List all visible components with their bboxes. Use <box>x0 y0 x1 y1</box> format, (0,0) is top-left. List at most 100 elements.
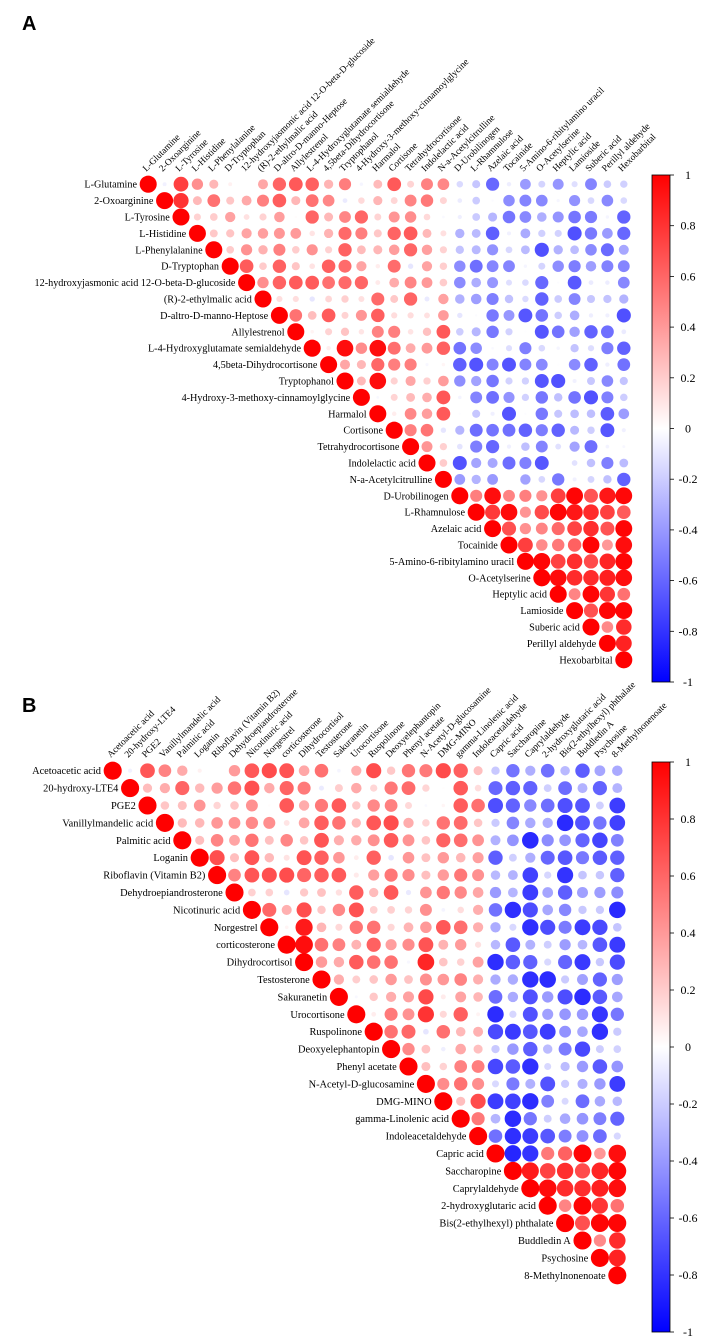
corr-circle <box>407 312 414 319</box>
corr-circle <box>292 246 300 254</box>
corr-circle <box>556 1162 574 1180</box>
corr-circle <box>557 363 560 366</box>
corr-circle <box>324 212 334 222</box>
corr-circle <box>402 438 420 456</box>
corr-circle <box>504 1145 522 1162</box>
corr-circle <box>402 938 415 951</box>
corr-circle <box>322 194 335 207</box>
corr-circle <box>417 1006 434 1023</box>
corr-circle <box>587 377 595 385</box>
corr-circle <box>453 1077 468 1091</box>
row-label-l-4-hydroxyglutamate-semialdehyde: L-4-Hydroxyglutamate semialdehyde <box>148 344 302 355</box>
corr-circle <box>486 374 499 388</box>
corr-circle <box>454 868 468 882</box>
corr-circle <box>567 226 582 241</box>
corr-circle <box>314 867 329 883</box>
corr-circle <box>575 763 590 778</box>
corr-circle <box>502 456 516 470</box>
corr-circle <box>441 362 446 367</box>
corr-circle <box>367 799 380 812</box>
corr-circle <box>549 585 567 603</box>
corr-circle <box>519 342 532 355</box>
row-label-gamma-linolenic-acid: gamma-Linolenic acid <box>355 1114 450 1125</box>
corr-circle <box>279 763 295 779</box>
row-label-tetrahydrocortisone: Tetrahydrocortisone <box>318 442 400 453</box>
corr-circle <box>591 1023 609 1040</box>
corr-circle <box>272 177 287 191</box>
corr-circle <box>326 345 331 351</box>
corr-circle <box>585 244 597 256</box>
corr-circle <box>307 311 317 320</box>
corr-circle <box>618 408 630 420</box>
corr-circle <box>352 975 361 984</box>
row-label-lamioside: Lamioside <box>520 606 563 617</box>
corr-circle <box>576 1112 589 1125</box>
corr-circle <box>569 310 580 321</box>
corr-circle <box>486 177 500 191</box>
corr-circle <box>522 1024 538 1040</box>
corr-circle <box>587 197 595 204</box>
corr-circle <box>273 243 286 256</box>
corr-circle <box>387 906 395 914</box>
corr-circle <box>439 957 448 967</box>
corr-circle <box>228 765 241 777</box>
corr-circle <box>574 1041 591 1057</box>
corr-circle <box>349 885 364 900</box>
colorbar-tick-label: -0.2 <box>679 472 698 486</box>
corr-circle <box>505 954 521 970</box>
corr-circle <box>601 391 614 404</box>
corr-circle <box>535 522 548 535</box>
corr-circle <box>569 441 580 452</box>
corr-circle <box>332 938 346 952</box>
corr-circle <box>455 425 465 435</box>
corr-circle <box>421 261 433 272</box>
corr-circle <box>519 506 531 518</box>
corr-circle <box>522 971 539 988</box>
corr-circle <box>407 329 414 335</box>
corr-circle <box>523 781 538 796</box>
corr-circle <box>573 1144 592 1163</box>
colorbar-tick-label: -0.6 <box>679 1211 698 1225</box>
corr-circle <box>542 817 553 829</box>
corr-circle <box>567 521 582 536</box>
corr-circle <box>523 1041 538 1057</box>
corr-circle <box>422 327 432 336</box>
corr-circle <box>609 901 626 919</box>
corr-circle <box>566 504 583 521</box>
corr-circle <box>594 1096 606 1107</box>
corr-circle <box>570 245 579 255</box>
corr-circle <box>370 784 378 792</box>
corr-circle <box>486 390 500 404</box>
corr-circle <box>557 797 573 814</box>
corr-circle <box>540 919 556 935</box>
corr-circle <box>609 797 626 814</box>
row-label-loganin: Loganin <box>153 853 188 864</box>
corr-circle <box>342 198 348 203</box>
corr-circle <box>560 765 570 776</box>
corr-circle <box>291 196 301 206</box>
row-label-heptylic-acid: Heptylic acid <box>492 590 547 601</box>
corr-circle <box>403 817 414 829</box>
corr-circle <box>333 956 345 968</box>
corr-circle <box>257 228 269 239</box>
corr-circle <box>403 226 418 241</box>
corr-circle <box>289 309 303 322</box>
corr-circle <box>472 1077 485 1090</box>
corr-circle <box>522 867 539 883</box>
corr-circle <box>591 1162 609 1180</box>
corr-circle <box>207 194 221 207</box>
corr-circle <box>454 260 466 272</box>
corr-circle <box>595 870 605 880</box>
row-label-acetoacetic-acid: Acetoacetic acid <box>32 766 102 777</box>
corr-circle <box>354 275 369 290</box>
corr-circle <box>557 1146 573 1161</box>
corr-circle <box>608 1214 627 1233</box>
corr-circle <box>254 290 272 308</box>
corr-circle <box>384 955 398 969</box>
corr-circle <box>436 341 451 355</box>
corr-circle <box>453 816 468 830</box>
corr-circle <box>268 804 271 807</box>
corr-circle <box>542 887 554 898</box>
corr-circle <box>455 1026 466 1037</box>
corr-circle <box>536 539 548 551</box>
